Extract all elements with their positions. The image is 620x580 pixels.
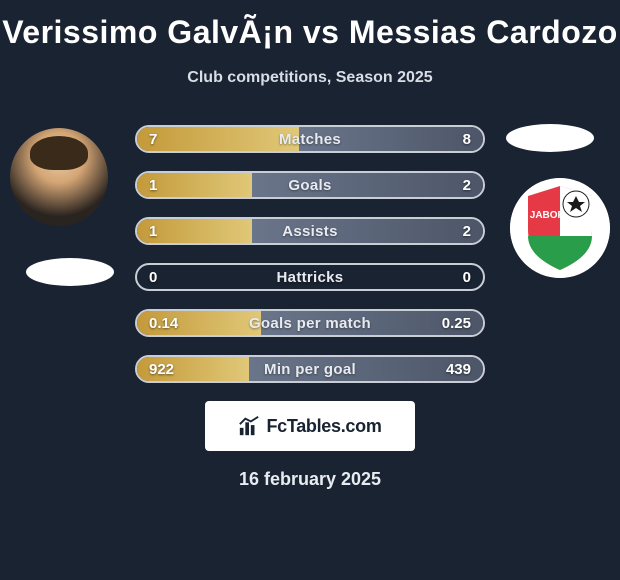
stat-value-right: 0 [463, 269, 471, 286]
comparison-card: Verissimo GalvÃ¡n vs Messias Cardozo Clu… [0, 0, 620, 500]
stat-row: 0.14 Goals per match 0.25 [135, 309, 485, 337]
team-ellipse-left [26, 258, 114, 286]
team-ellipse-right [506, 124, 594, 152]
stat-label: Hattricks [277, 269, 344, 286]
shield-icon: JABOP [510, 178, 610, 278]
stat-fill-right [252, 173, 483, 197]
stat-value-left: 7 [149, 131, 157, 148]
stat-value-right: 2 [463, 223, 471, 240]
stat-row: 7 Matches 8 [135, 125, 485, 153]
team-badge-right: JABOP [510, 178, 610, 278]
stat-row: 1 Assists 2 [135, 217, 485, 245]
stat-label: Goals [288, 177, 331, 194]
stat-value-left: 1 [149, 223, 157, 240]
player-avatar-left [10, 128, 108, 226]
branding-box[interactable]: FcTables.com [205, 401, 415, 451]
stat-value-right: 2 [463, 177, 471, 194]
stat-fill-left [137, 127, 299, 151]
stat-value-right: 0.25 [442, 315, 471, 332]
stat-label: Min per goal [264, 361, 356, 378]
subtitle: Club competitions, Season 2025 [0, 69, 620, 87]
stats-table: 7 Matches 8 1 Goals 2 1 Assists 2 0 Hattricks 0 0.14… [135, 125, 485, 383]
page-title: Verissimo GalvÃ¡n vs Messias Cardozo [0, 14, 620, 51]
stat-row: 0 Hattricks 0 [135, 263, 485, 291]
stat-label: Goals per match [249, 315, 371, 332]
stat-row: 922 Min per goal 439 [135, 355, 485, 383]
stat-label: Assists [282, 223, 337, 240]
stat-row: 1 Goals 2 [135, 171, 485, 199]
chart-icon [238, 415, 260, 437]
stat-value-left: 0.14 [149, 315, 178, 332]
date-label: 16 february 2025 [0, 469, 620, 490]
stat-value-left: 922 [149, 361, 174, 378]
stat-value-left: 0 [149, 269, 157, 286]
stat-label: Matches [279, 131, 341, 148]
stat-value-left: 1 [149, 177, 157, 194]
badge-text: JABOP [530, 210, 565, 221]
stat-value-right: 439 [446, 361, 471, 378]
stat-value-right: 8 [463, 131, 471, 148]
branding-text: FcTables.com [266, 416, 381, 437]
